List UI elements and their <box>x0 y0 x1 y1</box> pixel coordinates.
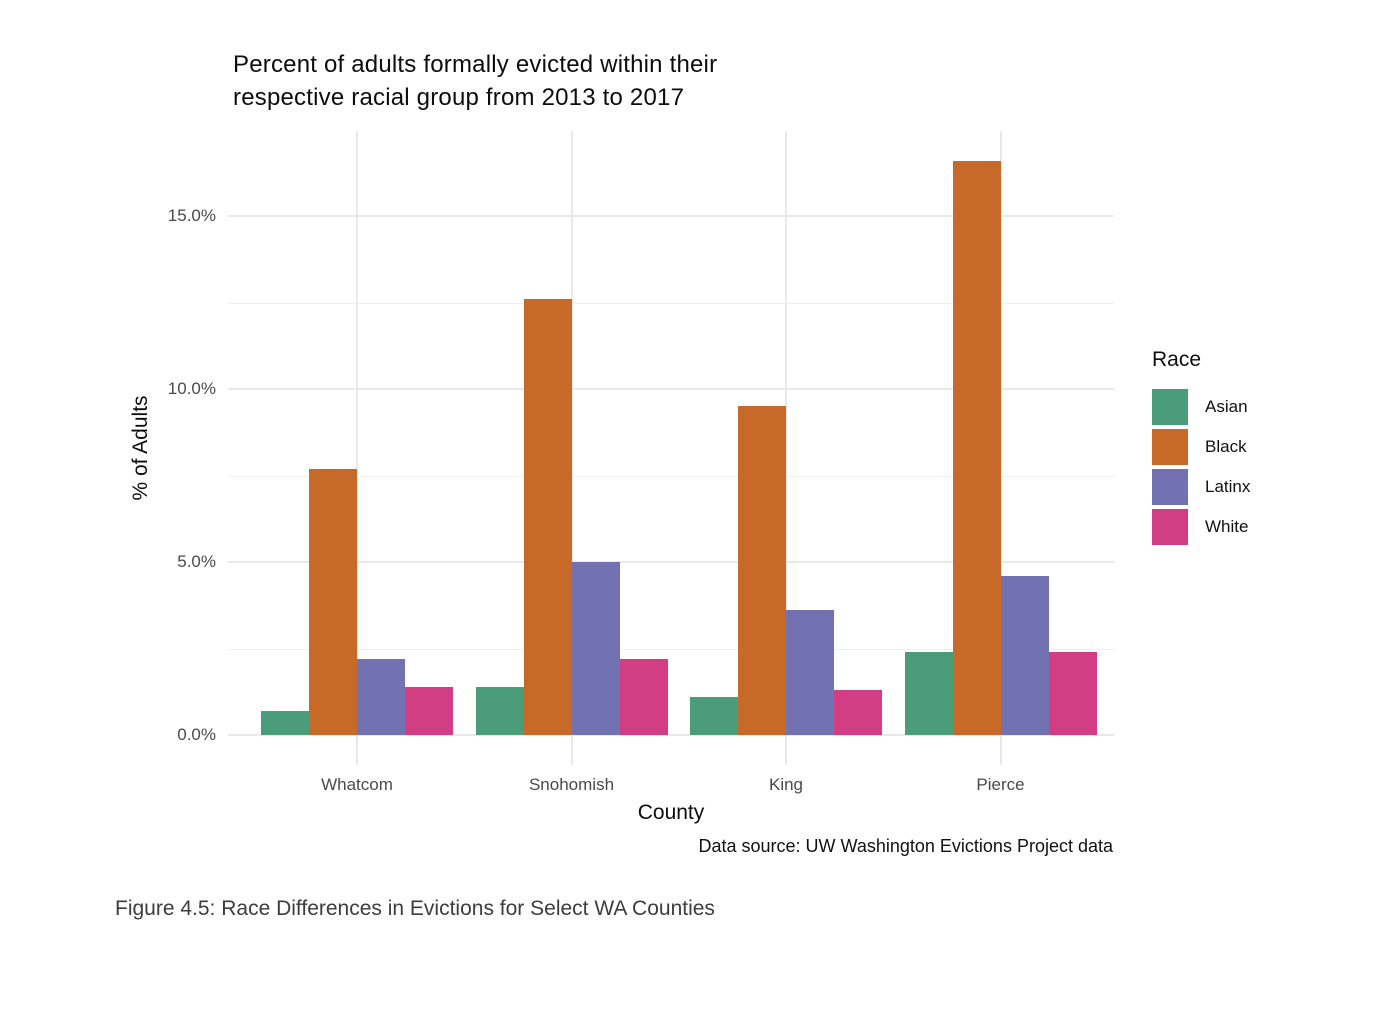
legend-label: Latinx <box>1205 477 1251 496</box>
y-tick-label: 15.0% <box>167 206 216 225</box>
legend-item-black: Black <box>1152 429 1250 465</box>
bar-king-asian <box>690 696 738 735</box>
x-tick-label-whatcom: Whatcom <box>321 775 393 794</box>
y-tick-label: 0.0% <box>177 725 216 744</box>
y-gridline-major <box>228 388 1114 390</box>
x-gridline-whatcom <box>356 131 358 765</box>
x-tick-label-pierce: Pierce <box>976 775 1025 794</box>
bar-whatcom-asian <box>261 710 309 735</box>
legend: Race Asian Black Latinx White <box>1152 348 1250 549</box>
legend-swatch-black <box>1152 429 1188 465</box>
bar-king-latinx <box>786 610 834 735</box>
bar-pierce-black <box>952 160 1001 735</box>
figure-caption: Figure 4.5: Race Differences in Eviction… <box>115 897 715 920</box>
legend-item-asian: Asian <box>1152 389 1250 425</box>
bar-king-white <box>834 690 882 735</box>
chart-title: Percent of adults formally evicted withi… <box>233 51 718 111</box>
y-gridline-minor <box>228 475 1114 477</box>
legend-items: Asian Black Latinx White <box>1152 389 1250 545</box>
bar-whatcom-latinx <box>357 658 405 735</box>
legend-label: White <box>1205 517 1249 536</box>
x-tick-label-king: King <box>768 775 804 794</box>
bar-pierce-white <box>1048 651 1097 735</box>
x-tick-label-snohomish: Snohomish <box>528 775 615 794</box>
bar-pierce-asian <box>904 651 953 735</box>
data-source-caption: Data source: UW Washington Evictions Pro… <box>698 836 1113 856</box>
y-tick-label: 10.0% <box>167 379 216 398</box>
legend-item-white: White <box>1152 509 1250 545</box>
bar-pierce-latinx <box>1000 575 1049 735</box>
x-gridline-pierce <box>999 131 1002 765</box>
y-gridline-minor <box>228 302 1114 304</box>
y-gridline-major <box>228 561 1114 563</box>
legend-label: Black <box>1205 437 1247 456</box>
legend-item-latinx: Latinx <box>1152 469 1250 505</box>
bar-snohomish-latinx <box>571 562 620 735</box>
y-gridline-minor <box>228 648 1114 650</box>
legend-swatch-asian <box>1152 389 1188 425</box>
legend-swatch-white <box>1152 509 1188 545</box>
bar-snohomish-white <box>619 658 668 735</box>
bar-king-black <box>738 406 786 735</box>
y-axis-title: % of Adults <box>129 395 152 501</box>
bar-snohomish-black <box>523 299 572 735</box>
y-tick-label: 5.0% <box>177 552 216 571</box>
x-axis-title: County <box>637 801 705 824</box>
legend-label: Asian <box>1205 397 1248 416</box>
x-gridline-snohomish <box>570 131 573 765</box>
bar-whatcom-black <box>309 468 357 735</box>
x-gridline-king <box>785 131 787 765</box>
y-gridline-major <box>228 215 1114 217</box>
bar-snohomish-asian <box>475 686 524 735</box>
plot-panel <box>228 131 1114 765</box>
bar-whatcom-white <box>405 686 453 735</box>
y-gridline-major <box>228 734 1114 736</box>
legend-swatch-latinx <box>1152 469 1188 505</box>
legend-title: Race <box>1152 348 1202 371</box>
